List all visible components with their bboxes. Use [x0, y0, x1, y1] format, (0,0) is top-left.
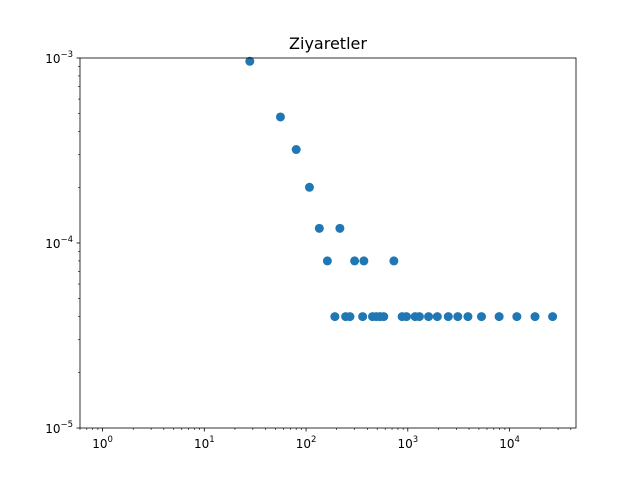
x-tick-label-exponent: 4	[514, 435, 519, 445]
data-point	[345, 312, 355, 322]
data-point	[443, 312, 453, 322]
data-point	[512, 312, 522, 322]
x-tick-label-exponent: 1	[209, 435, 214, 445]
data-point	[330, 312, 340, 322]
data-point	[424, 312, 434, 322]
x-tick-label: 100	[92, 435, 113, 451]
x-tick-label: 104	[499, 435, 520, 451]
data-point	[463, 312, 473, 322]
y-tick-label: 10−3	[45, 50, 73, 66]
x-tick-label-base: 10	[296, 437, 311, 451]
data-point	[548, 312, 558, 322]
data-point	[314, 223, 324, 233]
y-tick-label: 10−4	[45, 235, 73, 251]
data-point	[379, 312, 389, 322]
y-tick-label-exponent: −4	[60, 235, 73, 245]
x-tick-label-base: 10	[499, 437, 514, 451]
data-point	[476, 312, 486, 322]
x-tick-label-exponent: 0	[108, 435, 113, 445]
x-tick-label-exponent: 2	[311, 435, 316, 445]
x-tick-label-base: 10	[194, 437, 209, 451]
x-tick-label-base: 10	[92, 437, 107, 451]
x-tick-label: 101	[194, 435, 215, 451]
data-point	[453, 312, 463, 322]
data-point	[358, 312, 368, 322]
data-points	[245, 56, 558, 322]
data-point	[245, 56, 255, 66]
data-point	[494, 312, 504, 322]
chart-title: Ziyaretler	[289, 34, 367, 53]
y-tick-label-base: 10	[45, 52, 60, 66]
data-point	[401, 312, 411, 322]
data-point	[304, 182, 314, 192]
y-axis-ticks: 10−510−410−3	[45, 50, 80, 436]
y-tick-label-exponent: −3	[60, 50, 73, 60]
x-tick-label-base: 10	[397, 437, 412, 451]
data-point	[389, 256, 399, 266]
x-tick-label: 103	[397, 435, 418, 451]
y-tick-label: 10−5	[45, 420, 73, 436]
data-point	[414, 312, 424, 322]
data-point	[291, 145, 301, 155]
data-point	[275, 112, 285, 122]
x-tick-label-exponent: 3	[413, 435, 418, 445]
data-point	[359, 256, 369, 266]
data-point	[335, 223, 345, 233]
y-tick-label-base: 10	[45, 422, 60, 436]
x-tick-label: 102	[296, 435, 317, 451]
data-point	[350, 256, 360, 266]
data-point	[432, 312, 442, 322]
plot-frame	[79, 57, 577, 429]
data-point	[322, 256, 332, 266]
y-tick-label-base: 10	[45, 237, 60, 251]
data-point	[530, 312, 540, 322]
y-tick-label-exponent: −5	[60, 420, 73, 430]
x-axis-ticks: 100 101 102 103 104	[79, 428, 572, 451]
